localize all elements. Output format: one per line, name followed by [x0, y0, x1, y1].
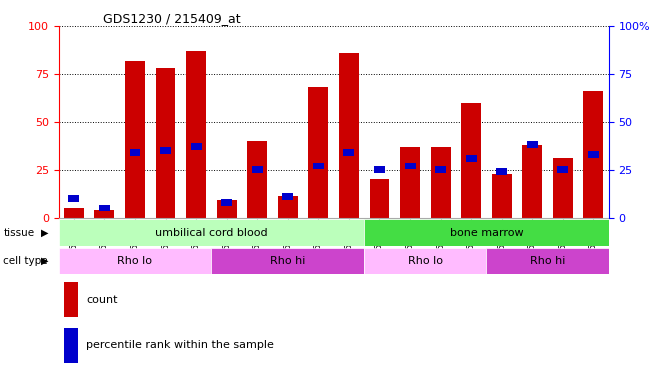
Bar [522, 145, 542, 218]
Text: cell type: cell type [3, 256, 48, 266]
Bar [99, 205, 110, 211]
Text: Rho hi: Rho hi [530, 256, 565, 266]
Bar [68, 195, 79, 202]
Bar [59, 248, 212, 274]
Bar [465, 155, 477, 162]
Text: Rho hi: Rho hi [270, 256, 305, 266]
Bar [557, 166, 568, 173]
Bar [212, 248, 364, 274]
Bar [364, 248, 486, 274]
Bar [553, 158, 573, 218]
Bar [486, 248, 609, 274]
Text: ▶: ▶ [41, 228, 49, 237]
Bar [283, 193, 293, 200]
Bar [94, 210, 115, 218]
Bar [252, 166, 263, 173]
Bar [217, 200, 236, 217]
Bar [527, 141, 538, 148]
Text: tissue: tissue [3, 228, 35, 237]
Bar [309, 87, 328, 218]
Text: percentile rank within the sample: percentile rank within the sample [86, 340, 274, 351]
Text: count: count [86, 294, 118, 304]
Bar [344, 149, 354, 156]
Bar [364, 219, 609, 246]
Text: Rho lo: Rho lo [117, 256, 152, 266]
Bar [64, 282, 78, 317]
Bar [191, 143, 202, 150]
Text: Rho lo: Rho lo [408, 256, 443, 266]
Bar [431, 147, 450, 218]
Bar [156, 68, 176, 218]
Bar [221, 199, 232, 206]
Bar [583, 91, 603, 218]
Bar [247, 141, 267, 218]
Bar [59, 219, 364, 246]
Text: umbilical cord blood: umbilical cord blood [155, 228, 268, 237]
Bar [461, 103, 481, 218]
Bar [404, 162, 415, 169]
Bar [370, 179, 389, 218]
Bar [160, 147, 171, 154]
Bar [278, 196, 298, 217]
Text: ▶: ▶ [41, 256, 49, 266]
Bar [496, 168, 507, 175]
Bar [125, 61, 145, 217]
Bar [374, 166, 385, 173]
Bar [130, 149, 141, 156]
Text: bone marrow: bone marrow [450, 228, 523, 237]
Bar [339, 53, 359, 217]
Text: GDS1230 / 215409_at: GDS1230 / 215409_at [103, 12, 240, 25]
Bar [435, 166, 446, 173]
Bar [313, 162, 324, 169]
Bar [186, 51, 206, 217]
Bar [64, 328, 78, 363]
Bar [588, 151, 599, 158]
Bar [492, 174, 512, 217]
Bar [400, 147, 420, 218]
Bar [64, 208, 84, 218]
